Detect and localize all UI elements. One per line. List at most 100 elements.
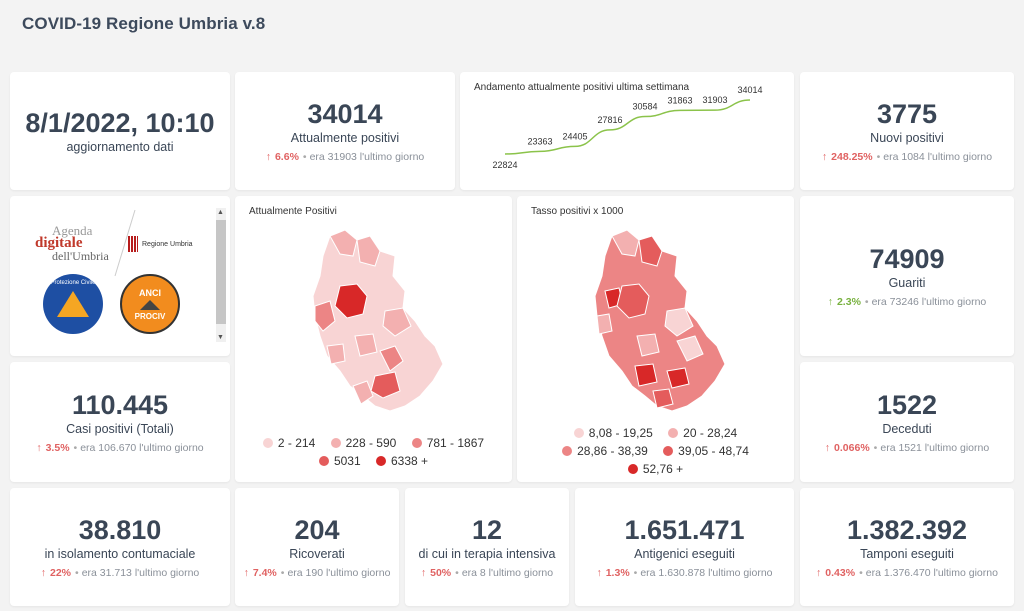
trend-line (504, 99, 751, 155)
data-label: 31863 (667, 95, 692, 105)
kpi-compare: ↑ 7.4% • era 190 l'ultimo giorno (243, 567, 391, 579)
trend-chart-card: Andamento attualmente positivi ultima se… (460, 72, 794, 190)
map-legend: 8,08 - 19,25 20 - 28,24 28,86 - 38,39 39… (517, 424, 794, 478)
kpi-guariti: 74909 Guariti ↑ 2.3% • era 73246 l'ultimo g… (800, 196, 1014, 356)
arrow-up-icon: ↑ (827, 296, 833, 308)
kpi-pct: 3.5% (45, 442, 70, 454)
app-title: COVID-19 Regione Umbria v.8 (22, 14, 266, 33)
scroll-down-icon[interactable]: ▼ (217, 334, 224, 341)
kpi-compare-text: era 31.713 l'ultimo giorno (81, 567, 200, 579)
kpi-label: Attualmente positivi (290, 131, 400, 145)
kpi-compare: ↑ 2.3% • era 73246 l'ultimo giorno (827, 296, 987, 308)
kpi-value: 38.810 (78, 515, 162, 545)
trend-chart: 22824 23363 24405 27816 30584 31863 31903 34014 (492, 85, 762, 170)
kpi-compare-text: era 1084 l'ultimo giorno (883, 151, 993, 163)
kpi-pct: 248.25% (831, 151, 873, 163)
kpi-deceduti: 1522 Deceduti ↑ 0.066% • era 1521 l'ultimo … (800, 362, 1014, 482)
logo-text: ANCI (139, 287, 161, 298)
arrow-up-icon: ↑ (824, 442, 831, 454)
kpi-label: Ricoverati (289, 547, 345, 561)
data-label: 34014 (737, 85, 762, 95)
map-title: Attualmente Positivi (249, 206, 337, 217)
agenda-digitale-logo: Agenda digitale dell'Umbria (30, 224, 110, 263)
kpi-casi-totali: 110.445 Casi positivi (Totali) ↑ 3.5% • era… (10, 362, 230, 482)
legend-label: 5031 (333, 454, 361, 468)
kpi-compare: ↑ 0.066% • era 1521 l'ultimo giorno (824, 442, 990, 454)
legend-swatch (562, 446, 573, 456)
kpi-ricoverati: 204 Ricoverati ↑ 7.4% • era 190 l'ultimo gi… (235, 488, 399, 606)
arrow-up-icon: ↑ (243, 567, 249, 579)
kpi-compare-text: era 73246 l'ultimo giorno (871, 296, 987, 308)
map-tasso-positivi-card: Tasso positivi x 1000 8,08 - 19,25 20 - … (517, 196, 794, 482)
legend-swatch (330, 438, 341, 448)
kpi-value: 1522 (876, 390, 938, 420)
legend-swatch (318, 456, 329, 466)
legend-item: 28,86 - 38,39 (562, 442, 648, 460)
arrow-up-icon: ↑ (821, 151, 828, 163)
logos-scrollbar[interactable]: ▲ ▼ (216, 208, 226, 342)
scroll-thumb[interactable] (216, 220, 226, 324)
map-title: Tasso positivi x 1000 (531, 206, 624, 217)
logo-text: digitale (35, 235, 83, 251)
kpi-label: Guariti (888, 276, 926, 290)
legend-swatch (411, 438, 422, 448)
logo-text: PROCIV (134, 311, 166, 321)
regione-umbria-logo: Regione Umbria (128, 236, 193, 252)
kpi-antigenici: 1.651.471 Antigenici eseguiti ↑ 1.3% • era … (575, 488, 794, 606)
kpi-label: Nuovi positivi (870, 131, 944, 145)
kpi-compare: ↑ 6.6% • era 31903 l'ultimo giorno (265, 151, 425, 163)
kpi-attualmente-positivi: 34014 Attualmente positivi ↑ 6.6% • era 319… (235, 72, 455, 190)
kpi-compare: ↑ 3.5% • era 106.670 l'ultimo giorno (36, 442, 204, 454)
kpi-compare-text: era 1.376.470 l'ultimo giorno (865, 567, 998, 579)
legend-swatch (573, 428, 584, 438)
arrow-up-icon: ↑ (265, 151, 271, 163)
data-label: 24405 (562, 131, 587, 141)
anci-mountain-icon (140, 299, 160, 310)
kpi-value: 34014 (307, 99, 383, 129)
data-label: 31903 (702, 95, 727, 105)
kpi-pct: 2.3% (836, 296, 861, 308)
map-attualmente-positivi-card: Attualmente Positivi 2 - 214 228 - 590 7… (235, 196, 512, 482)
legend-label: 20 - 28,24 (683, 426, 738, 440)
divider-line (114, 209, 136, 277)
legend-item: 20 - 28,24 (668, 424, 737, 442)
data-label: 27816 (597, 115, 622, 125)
kpi-label: Casi positivi (Totali) (66, 422, 174, 436)
legend-item: 8,08 - 19,25 (573, 424, 653, 442)
legend-item: 5031 (318, 452, 361, 470)
date-card: 8/1/2022, 10:10 aggiornamento dati (10, 72, 230, 190)
regione-umbria-emblem-icon (128, 236, 138, 252)
kpi-value: 3775 (876, 99, 938, 129)
legend-swatch (668, 428, 679, 438)
logo-text: dell'Umbria (52, 249, 109, 263)
scroll-up-icon[interactable]: ▲ (217, 209, 224, 216)
protezione-civile-logo: Protezione Civile (43, 274, 103, 334)
legend-label: 2 - 214 (277, 436, 316, 450)
kpi-compare: ↑ 1.3% • era 1.630.878 l'ultimo giorno (596, 567, 773, 579)
trend-chart-title: Andamento attualmente positivi ultima se… (474, 82, 690, 93)
kpi-tamponi: 1.382.392 Tamponi eseguiti ↑ 0.43% • era 1.… (800, 488, 1014, 606)
kpi-pct: 50% (430, 567, 452, 579)
kpi-compare: ↑ 22% • era 31.713 l'ultimo giorno (40, 567, 200, 579)
kpi-nuovi-positivi: 3775 Nuovi positivi ↑ 248.25% • era 1084 l'… (800, 72, 1014, 190)
legend-item: 781 - 1867 (411, 434, 485, 452)
logo-text: Agenda (52, 223, 93, 238)
kpi-value: 110.445 (71, 390, 169, 420)
legend-swatch (663, 446, 674, 456)
kpi-pct: 7.4% (252, 567, 277, 579)
kpi-label: di cui in terapia intensiva (418, 547, 556, 561)
kpi-compare: ↑ 248.25% • era 1084 l'ultimo giorno (821, 151, 993, 163)
kpi-value: 204 (294, 515, 340, 545)
logo-text: Protezione Civile (50, 280, 96, 286)
legend-label: 6338 + (391, 454, 429, 468)
arrow-up-icon: ↑ (36, 442, 42, 454)
kpi-compare: ↑ 50% • era 8 l'ultimo giorno (420, 567, 554, 579)
kpi-label: in isolamento contumaciale (44, 547, 196, 561)
legend-label: 52,76 + (642, 462, 684, 476)
legend-label: 39,05 - 48,74 (678, 444, 749, 458)
legend-swatch (262, 438, 273, 448)
legend-label: 781 - 1867 (426, 436, 485, 450)
logos-card: Agenda digitale dell'Umbria Regione Umbr… (10, 196, 230, 356)
legend-item: 2 - 214 (262, 434, 316, 452)
data-label: 22824 (492, 160, 517, 170)
